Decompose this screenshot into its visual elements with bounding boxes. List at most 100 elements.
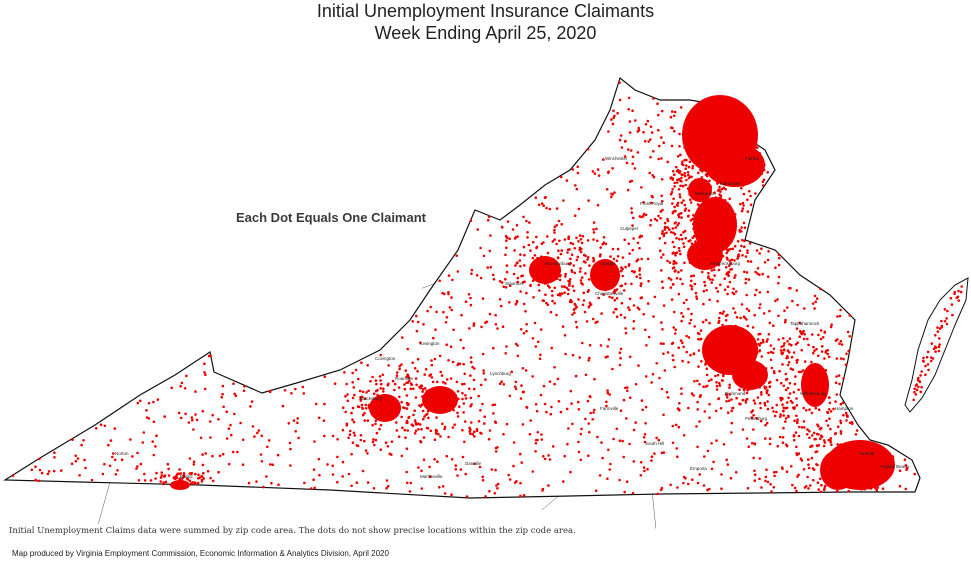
claimant-dot	[419, 405, 423, 408]
claimant-dot	[555, 224, 559, 227]
claimant-dot	[747, 309, 751, 313]
claimant-dot	[406, 429, 410, 432]
claimant-dot	[828, 401, 832, 405]
claimant-dot	[838, 342, 841, 346]
claimant-dot	[710, 230, 714, 234]
claimant-dot	[605, 404, 608, 408]
claimant-dot	[567, 427, 570, 430]
claimant-dot	[812, 345, 815, 349]
claimant-dot	[741, 167, 744, 170]
claimant-dot	[709, 185, 713, 188]
claimant-dot	[717, 127, 721, 130]
claimant-dot	[287, 422, 291, 425]
claimant-dot	[722, 224, 725, 228]
claimant-dot	[919, 390, 923, 394]
claimant-dot	[657, 113, 660, 117]
claimant-dot	[444, 321, 448, 324]
eastern-shore-outline	[904, 277, 969, 413]
claimant-dot	[443, 292, 446, 296]
claimant-dot	[698, 382, 701, 386]
claimant-dot	[674, 226, 677, 229]
claimant-dot	[186, 478, 190, 481]
claimant-dot	[807, 466, 811, 470]
claimant-dot	[659, 217, 662, 220]
city-label: Norton	[115, 451, 129, 456]
claimant-dot	[290, 392, 293, 395]
claimant-dot	[505, 239, 508, 242]
claimant-dot	[609, 462, 612, 466]
claimant-dot	[672, 262, 675, 266]
claimant-dot	[174, 481, 178, 484]
claimant-dot	[695, 425, 698, 428]
claimant-dot	[779, 399, 783, 402]
claimant-dot	[571, 285, 575, 288]
claimant-dot	[588, 430, 591, 434]
data-footnote: Initial Unemployment Claims data were su…	[9, 526, 576, 536]
claimant-dot	[385, 418, 389, 422]
claimant-dot	[425, 412, 429, 416]
claimant-dot	[722, 186, 726, 190]
claimant-dot	[699, 228, 702, 232]
claimant-dot	[803, 426, 806, 429]
claimant-dot	[733, 340, 736, 343]
claimant-dot	[616, 254, 620, 258]
claimant-dot	[672, 326, 675, 329]
claimant-dot	[53, 451, 56, 455]
claimant-dot	[543, 402, 547, 406]
claimant-dot	[516, 354, 520, 358]
claimant-dot	[479, 383, 483, 387]
claimant-dot	[845, 352, 848, 356]
claimant-dot	[839, 402, 843, 406]
city-label: Bristol	[180, 474, 193, 479]
claimant-dot	[726, 225, 730, 229]
claimant-dot	[788, 351, 791, 354]
claimant-dot	[313, 440, 316, 443]
claimant-dot	[763, 371, 767, 374]
map-credit: Map produced by Virginia Employment Comm…	[12, 549, 389, 558]
claimant-dot	[477, 419, 481, 423]
claimant-dot	[757, 372, 760, 376]
claimant-dot	[845, 467, 848, 471]
claimant-dot	[713, 167, 716, 171]
claimant-dot	[357, 377, 360, 381]
claimant-dot	[534, 403, 538, 406]
claimant-dot	[721, 202, 725, 205]
claimant-dot	[726, 171, 730, 174]
claimant-dot	[960, 285, 963, 288]
claimant-dot	[635, 259, 638, 263]
claimant-dot	[877, 476, 880, 480]
claimant-dot	[639, 276, 642, 280]
claimant-dot	[751, 344, 755, 347]
claimant-dot	[592, 256, 595, 260]
claimant-dot	[496, 327, 499, 330]
claimant-dot	[464, 394, 467, 397]
claimant-dot	[241, 438, 245, 442]
claimant-dot	[675, 277, 679, 280]
claimant-dot	[524, 369, 528, 372]
claimant-dot	[813, 307, 816, 310]
claimant-dot	[600, 312, 603, 315]
claimant-dot	[513, 249, 516, 252]
claimant-dot	[696, 265, 700, 268]
claimant-dot	[741, 183, 744, 187]
claimant-dot	[372, 392, 376, 396]
claimant-dot	[717, 397, 720, 401]
claimant-dot	[660, 109, 664, 113]
claimant-dot	[934, 334, 937, 337]
claimant-dot	[699, 329, 703, 332]
claimant-dot	[717, 200, 721, 204]
claimant-dot	[414, 377, 418, 380]
claimant-dot	[638, 308, 641, 311]
claimant-dot	[462, 411, 465, 414]
claimant-dot	[630, 211, 634, 214]
claimant-dot	[821, 336, 825, 339]
claimant-dot	[475, 429, 479, 433]
claimant-dot	[588, 301, 592, 305]
claimant-dot	[427, 404, 430, 407]
claimant-dot	[665, 390, 669, 394]
claimant-dot	[678, 249, 681, 253]
claimant-dot	[674, 328, 677, 332]
claimant-dot	[714, 143, 717, 147]
claimant-dot	[691, 478, 694, 482]
claimant-dot	[697, 365, 700, 368]
